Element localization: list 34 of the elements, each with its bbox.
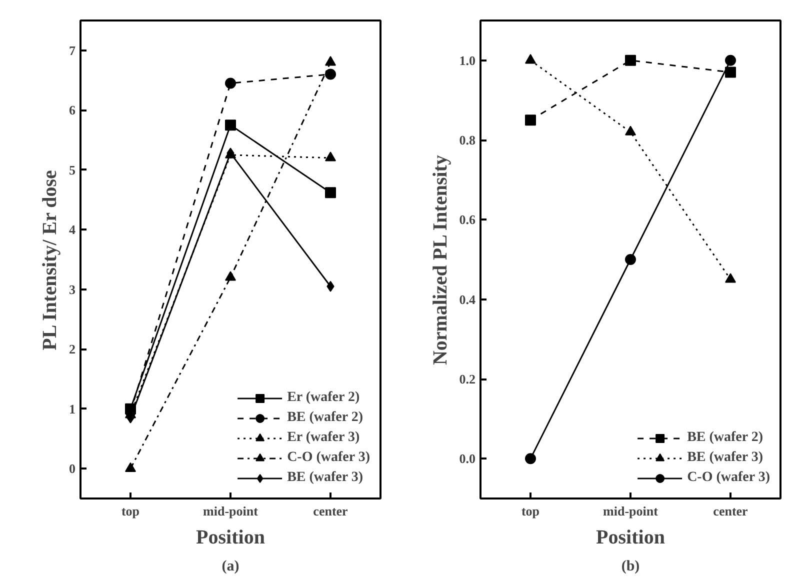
y-axis-title: PL Intensity/ Er dose bbox=[39, 170, 61, 350]
y-tick-label: 4 bbox=[69, 222, 76, 238]
legend-label: Er (wafer 3) bbox=[287, 430, 360, 446]
legend-label: BE (wafer 3) bbox=[687, 450, 764, 466]
y-tick-label: 6 bbox=[69, 102, 76, 118]
y-tick-label: 0.2 bbox=[459, 372, 476, 386]
x-axis-title: Position bbox=[596, 526, 665, 548]
x-tick-label: center bbox=[713, 504, 748, 518]
x-axis-title: Position bbox=[196, 526, 265, 548]
x-tick-label: mid-point bbox=[603, 504, 659, 518]
y-tick-label: 0.0 bbox=[459, 451, 476, 466]
legend-label: C-O (wafer 3) bbox=[287, 450, 370, 466]
y-tick-label: 2 bbox=[69, 342, 76, 357]
y-tick-label: 0.6 bbox=[459, 212, 476, 228]
y-tick-label: 5 bbox=[69, 162, 76, 178]
x-tick-label: top bbox=[121, 504, 140, 518]
x-tick-label: top bbox=[521, 504, 540, 518]
y-tick-label: 1.0 bbox=[459, 52, 476, 68]
y-tick-label: 3 bbox=[69, 282, 76, 297]
y-tick-label: 0.4 bbox=[459, 292, 476, 307]
legend-label: C-O (wafer 3) bbox=[687, 470, 770, 486]
y-tick-label: 7 bbox=[69, 42, 76, 58]
y-tick-label: 0 bbox=[69, 461, 76, 476]
legend-label: Er (wafer 2) bbox=[287, 390, 360, 406]
legend-label: BE (wafer 3) bbox=[287, 470, 364, 486]
text: (a) bbox=[222, 558, 240, 574]
y-axis-title: Normalized PL Intensity bbox=[429, 155, 452, 366]
y-tick-label: 1 bbox=[69, 401, 76, 416]
y-tick-label: 0.8 bbox=[459, 132, 476, 148]
legend-label: BE (wafer 2) bbox=[287, 410, 364, 426]
legend-label: BE (wafer 2) bbox=[687, 430, 764, 446]
x-tick-label: mid-point bbox=[203, 504, 259, 518]
text: (b) bbox=[621, 558, 640, 574]
x-tick-label: center bbox=[313, 504, 348, 518]
